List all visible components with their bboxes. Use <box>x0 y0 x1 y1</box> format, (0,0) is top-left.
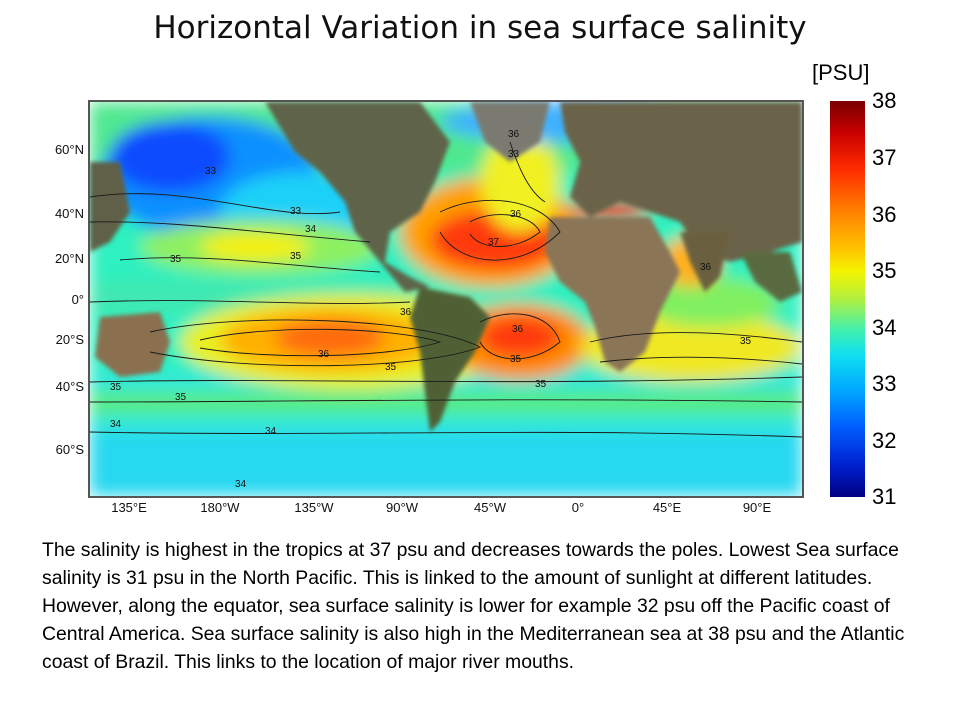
contour-label: 36 <box>510 209 522 220</box>
salinity-colorbar <box>830 101 865 497</box>
lon-label: 0° <box>571 500 585 515</box>
contour-label: 36 <box>318 349 330 360</box>
caption-text: The salinity is highest in the tropics a… <box>42 539 905 673</box>
lon-label: 135°E <box>111 500 147 515</box>
contour-label: 35 <box>170 254 182 265</box>
contour-label: 37 <box>488 237 500 248</box>
lon-label: 90°W <box>386 500 418 515</box>
lat-label: 40°N <box>54 206 84 221</box>
contour-label: 36 <box>700 262 712 273</box>
colorbar-tick: 38 <box>872 88 897 113</box>
contour-label: 35 <box>385 362 397 373</box>
contour-label: 36 <box>508 129 520 140</box>
colorbar-unit: [PSU] <box>812 60 870 85</box>
contour-label: 36 <box>512 324 524 335</box>
contour-label: 33 <box>508 149 520 160</box>
lon-label: 90°E <box>742 500 772 515</box>
contour-label: 34 <box>265 426 277 437</box>
page-title: Horizontal Variation in sea surface sali… <box>153 10 807 46</box>
contour-label: 36 <box>400 307 412 318</box>
contour-label: 35 <box>535 379 547 390</box>
lat-label: 60°S <box>55 442 84 457</box>
land-masses <box>90 102 802 432</box>
colorbar-tick: 33 <box>872 371 897 396</box>
contour-label: 33 <box>205 166 217 177</box>
salinity-map: 33 33 34 35 35 36 37 36 36 35 35 35 34 3… <box>88 100 804 498</box>
colorbar-tick: 34 <box>872 315 897 340</box>
lat-label: 20°S <box>55 332 84 347</box>
contour-label: 35 <box>110 382 122 393</box>
contour-label: 34 <box>305 224 317 235</box>
contour-label: 34 <box>235 479 247 490</box>
contour-label: 34 <box>110 419 122 430</box>
contour-lines <box>90 141 802 438</box>
salinity-map-graphic: 33 33 34 35 35 36 37 36 36 35 35 35 34 3… <box>90 102 802 496</box>
colorbar-tick: 37 <box>872 145 897 170</box>
lon-label: 45°W <box>474 500 506 515</box>
contour-label: 35 <box>175 392 187 403</box>
lat-label: 40°S <box>55 379 84 394</box>
colorbar-tick: 32 <box>872 428 897 453</box>
contour-label: 35 <box>290 251 302 262</box>
lat-label: 0° <box>71 292 84 307</box>
colorbar-tick: 35 <box>872 258 897 283</box>
contour-label: 35 <box>510 354 522 365</box>
contour-label: 33 <box>290 206 302 217</box>
contour-label-group: 33 33 34 35 35 36 37 36 36 35 35 35 34 3… <box>110 129 752 490</box>
lon-label: 135°W <box>294 500 334 515</box>
lat-label: 60°N <box>54 142 84 157</box>
contour-label: 35 <box>740 336 752 347</box>
lon-label: 45°E <box>652 500 682 515</box>
colorbar-tick: 36 <box>872 202 897 227</box>
lon-label: 180°W <box>200 500 240 515</box>
colorbar-tick: 31 <box>872 484 897 509</box>
lat-label: 20°N <box>54 251 84 266</box>
